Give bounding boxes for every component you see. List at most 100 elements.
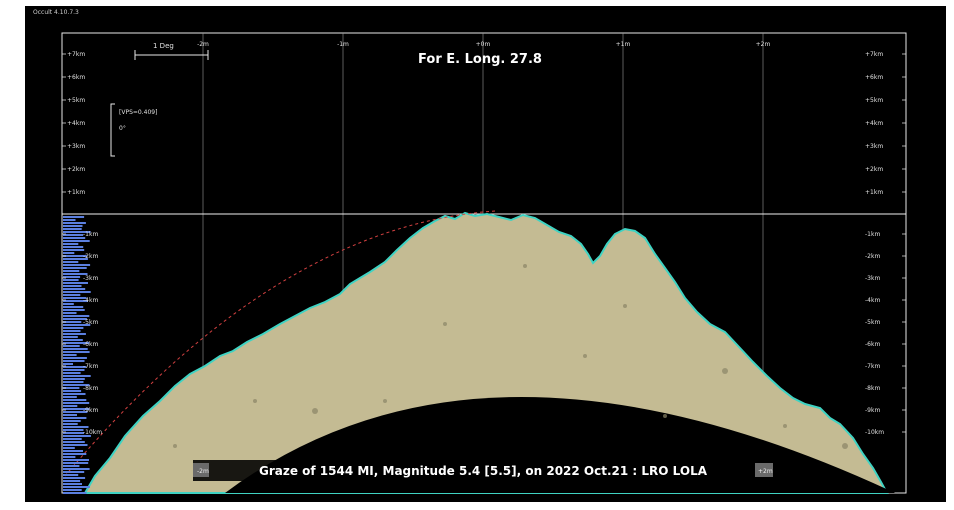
axis-label: -8km (83, 385, 98, 392)
histogram-bar (63, 387, 80, 389)
histogram-bar (63, 393, 86, 395)
axis-label: +1km (67, 189, 85, 196)
histogram-bar (63, 480, 81, 482)
histogram-bar (63, 402, 90, 404)
axis-label: -5km (865, 319, 880, 326)
graze-profile-plot: 1 Deg [VPS=0.409] 0° For E. Long. 27.8 -… (61, 32, 907, 494)
histogram-bar (63, 318, 87, 320)
histogram-bar (63, 327, 84, 329)
axis-label: +4km (865, 120, 883, 127)
axis-label: -10km (865, 429, 884, 436)
axis-label: -7km (83, 363, 98, 370)
histogram-bar (63, 252, 75, 254)
axis-label: +2km (865, 166, 883, 173)
axis-label: +7km (865, 51, 883, 58)
histogram-bar (63, 273, 88, 275)
graze-profile-window: Occult 4.10.7.3 (25, 6, 946, 502)
histogram-bar (63, 369, 85, 371)
top-axis-label: +0m (476, 41, 491, 48)
histogram-bar (63, 306, 84, 308)
histogram-bar (63, 294, 81, 296)
histogram-bar (63, 483, 82, 485)
histogram-bar (63, 360, 85, 362)
histogram-bar (63, 489, 82, 491)
histogram-bar (63, 396, 77, 398)
histogram-bar (63, 477, 86, 479)
histogram-bar (63, 312, 77, 314)
histogram-bar (63, 225, 83, 227)
histogram-bar (63, 282, 88, 284)
histogram-bar (63, 228, 82, 230)
histogram-bar (63, 321, 82, 323)
graze-caption: Graze of 1544 MI, Magnitude 5.4 [5.5], o… (259, 464, 708, 478)
histogram-bar (63, 333, 86, 335)
histogram-bar (63, 276, 81, 278)
axis-label: -9km (83, 407, 98, 414)
axis-label: -8km (865, 385, 880, 392)
histogram-bar (63, 462, 89, 464)
histogram-bar (63, 444, 88, 446)
histogram-bar (63, 246, 84, 248)
histogram-bar (63, 348, 88, 350)
histogram-bar (63, 420, 81, 422)
upper-left-km-labels: +7km +6km +5km +4km +3km +2km +1km (62, 51, 85, 196)
caption-right-tag-bg (755, 463, 773, 477)
histogram-bar (63, 411, 88, 413)
histogram-bar (63, 378, 85, 380)
histogram-bar (63, 471, 85, 473)
axis-label: +1km (865, 189, 883, 196)
histogram-bar (63, 366, 87, 368)
axis-label: -1km (83, 231, 98, 238)
axis-label: -4km (865, 297, 880, 304)
window-title: Occult 4.10.7.3 (33, 9, 79, 16)
histogram-bar (63, 285, 82, 287)
histogram-bar (63, 219, 76, 221)
histogram-bar (63, 336, 78, 338)
histogram-bar (63, 309, 85, 311)
caption-right-tag: +2m (758, 468, 773, 475)
histogram-bar (63, 237, 86, 239)
histogram-bar (63, 399, 87, 401)
axis-label: +2km (67, 166, 85, 173)
top-axis-label: -1m (337, 41, 349, 48)
histogram-bar (63, 249, 85, 251)
histogram-bar (63, 243, 79, 245)
histogram-bar (63, 297, 87, 299)
histogram-bar (63, 324, 91, 326)
histogram-bar (63, 303, 74, 305)
histogram-bar (63, 429, 84, 431)
histogram-bar (63, 435, 91, 437)
histogram-bar (63, 465, 80, 467)
axis-label: -9km (865, 407, 880, 414)
histogram-bar (63, 267, 87, 269)
histogram-bar (63, 354, 77, 356)
histogram-bar (63, 453, 87, 455)
histogram-bar (63, 447, 75, 449)
histogram-bar (63, 357, 87, 359)
caption-left-tag-bg (193, 463, 209, 477)
axis-label: +3km (67, 143, 85, 150)
histogram-bar (63, 441, 85, 443)
histogram-bar (63, 351, 90, 353)
histogram-bar (63, 432, 84, 434)
axis-label: -2km (83, 253, 98, 260)
histogram-bar (63, 474, 79, 476)
axis-label: -10km (83, 429, 102, 436)
histogram-bar (63, 486, 90, 488)
axis-label: +5km (865, 97, 883, 104)
histogram-bar (63, 270, 80, 272)
lower-left-km-labels: -1km -2km -3km -4km -5km -6km -7km -8km -9km -10k… (62, 231, 102, 436)
histogram-bar (63, 384, 90, 386)
axis-label: +3km (865, 143, 883, 150)
axis-label: +4km (67, 120, 85, 127)
histogram-bar (63, 423, 78, 425)
histogram-bar (63, 279, 79, 281)
top-axis-label: +2m (756, 41, 771, 48)
axis-label: -3km (865, 275, 880, 282)
histogram-bar (63, 291, 91, 293)
legend-bracket (110, 103, 115, 157)
caption-background (193, 460, 773, 481)
axis-label: +7km (67, 51, 85, 58)
axis-label: -5km (83, 319, 98, 326)
histogram-bar (63, 216, 85, 218)
